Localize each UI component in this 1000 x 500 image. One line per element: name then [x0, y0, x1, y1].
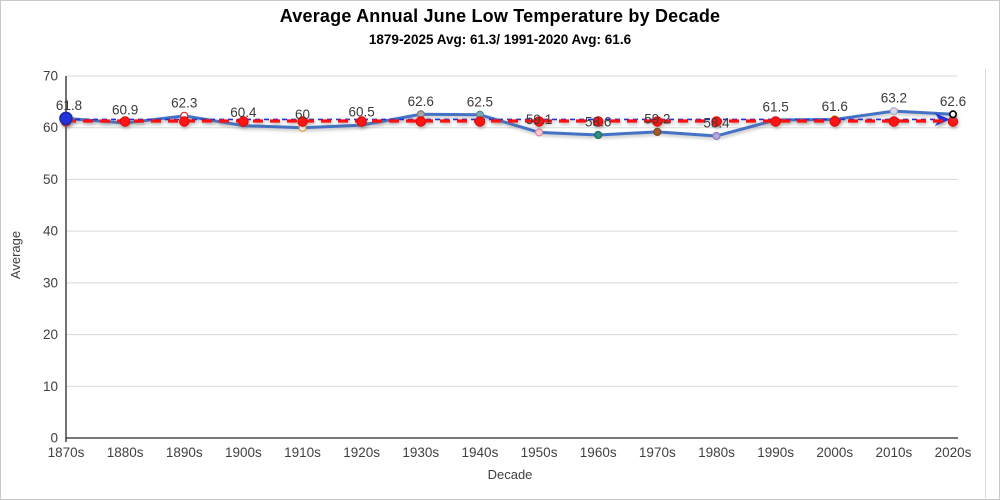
- avg-point-marker: [119, 116, 131, 127]
- x-tick-label: 1990s: [757, 445, 794, 460]
- data-label: 61.8: [56, 98, 82, 113]
- data-label: 59.1: [526, 112, 552, 127]
- x-tick-label: 1980s: [698, 445, 735, 460]
- data-point-marker: [889, 107, 898, 116]
- avg-point-marker: [415, 116, 427, 127]
- x-tick-label: 1890s: [166, 445, 203, 460]
- y-tick-label: 50: [43, 172, 58, 187]
- x-tick-label: 1940s: [462, 445, 499, 460]
- y-tick-label: 40: [43, 224, 58, 239]
- data-label: 60.4: [230, 105, 257, 120]
- y-tick-label: 20: [43, 327, 58, 342]
- data-label: 61.6: [822, 99, 848, 114]
- x-tick-label: 1960s: [580, 445, 617, 460]
- data-label: 62.6: [940, 94, 966, 109]
- y-tick-label: 0: [50, 431, 58, 446]
- avg-point-marker: [829, 116, 840, 127]
- data-label: 58.4: [703, 115, 730, 130]
- data-label: 60: [295, 107, 310, 122]
- avg-point-marker: [238, 116, 249, 127]
- data-label: 62.3: [171, 95, 197, 110]
- data-label: 62.6: [408, 94, 434, 109]
- avg-point-marker: [533, 116, 545, 127]
- y-tick-label: 30: [43, 275, 58, 290]
- x-tick-label: 1920s: [343, 445, 380, 460]
- chart-right-border-line: [985, 69, 986, 498]
- avg-point-marker: [474, 116, 486, 127]
- data-point-marker: [534, 128, 544, 137]
- avg-point-marker: [593, 116, 604, 127]
- data-label: 61.5: [762, 99, 788, 114]
- avg-point-marker: [888, 116, 900, 127]
- avg-point-marker: [770, 116, 781, 127]
- x-tick-label: 2010s: [875, 445, 912, 460]
- y-tick-label: 10: [43, 379, 58, 394]
- data-label: 59.2: [644, 111, 670, 126]
- data-point-marker: [59, 111, 73, 126]
- y-tick-label: 60: [43, 120, 58, 135]
- x-tick-label: 1950s: [521, 445, 558, 460]
- data-label: 63.2: [881, 91, 907, 106]
- chart-title: Average Annual June Low Temperature by D…: [279, 6, 721, 26]
- data-label: 60.9: [112, 103, 138, 118]
- chart-subtitle: 1879-2025 Avg: 61.3/ 1991-2020 Avg: 61.6: [368, 32, 632, 47]
- series-line: [64, 109, 955, 138]
- data-label: 58.6: [585, 114, 611, 129]
- x-tick-label: 1900s: [225, 445, 262, 460]
- x-tick-label: 1970s: [639, 445, 676, 460]
- avg-point-marker: [179, 116, 190, 127]
- y-tick-label: 70: [43, 69, 58, 84]
- data-point-marker: [948, 110, 957, 119]
- data-point-marker: [594, 130, 603, 140]
- avg-point-marker: [652, 116, 663, 127]
- x-tick-label: 2020s: [935, 445, 972, 460]
- avg-point-marker: [711, 116, 722, 127]
- avg-point-marker: [356, 116, 367, 127]
- x-tick-label: 1910s: [284, 445, 321, 460]
- x-tick-label: 1880s: [107, 445, 144, 460]
- x-tick-label: 1870s: [48, 445, 85, 460]
- x-axis-title: Decade: [487, 467, 533, 482]
- x-tick-label: 2000s: [816, 445, 853, 460]
- data-label: 62.5: [467, 94, 493, 109]
- data-point-marker: [712, 131, 721, 141]
- data-label: 60.5: [349, 105, 375, 120]
- avg-point-marker: [297, 116, 308, 127]
- data-point-marker: [653, 127, 662, 136]
- x-tick-label: 1930s: [402, 445, 439, 460]
